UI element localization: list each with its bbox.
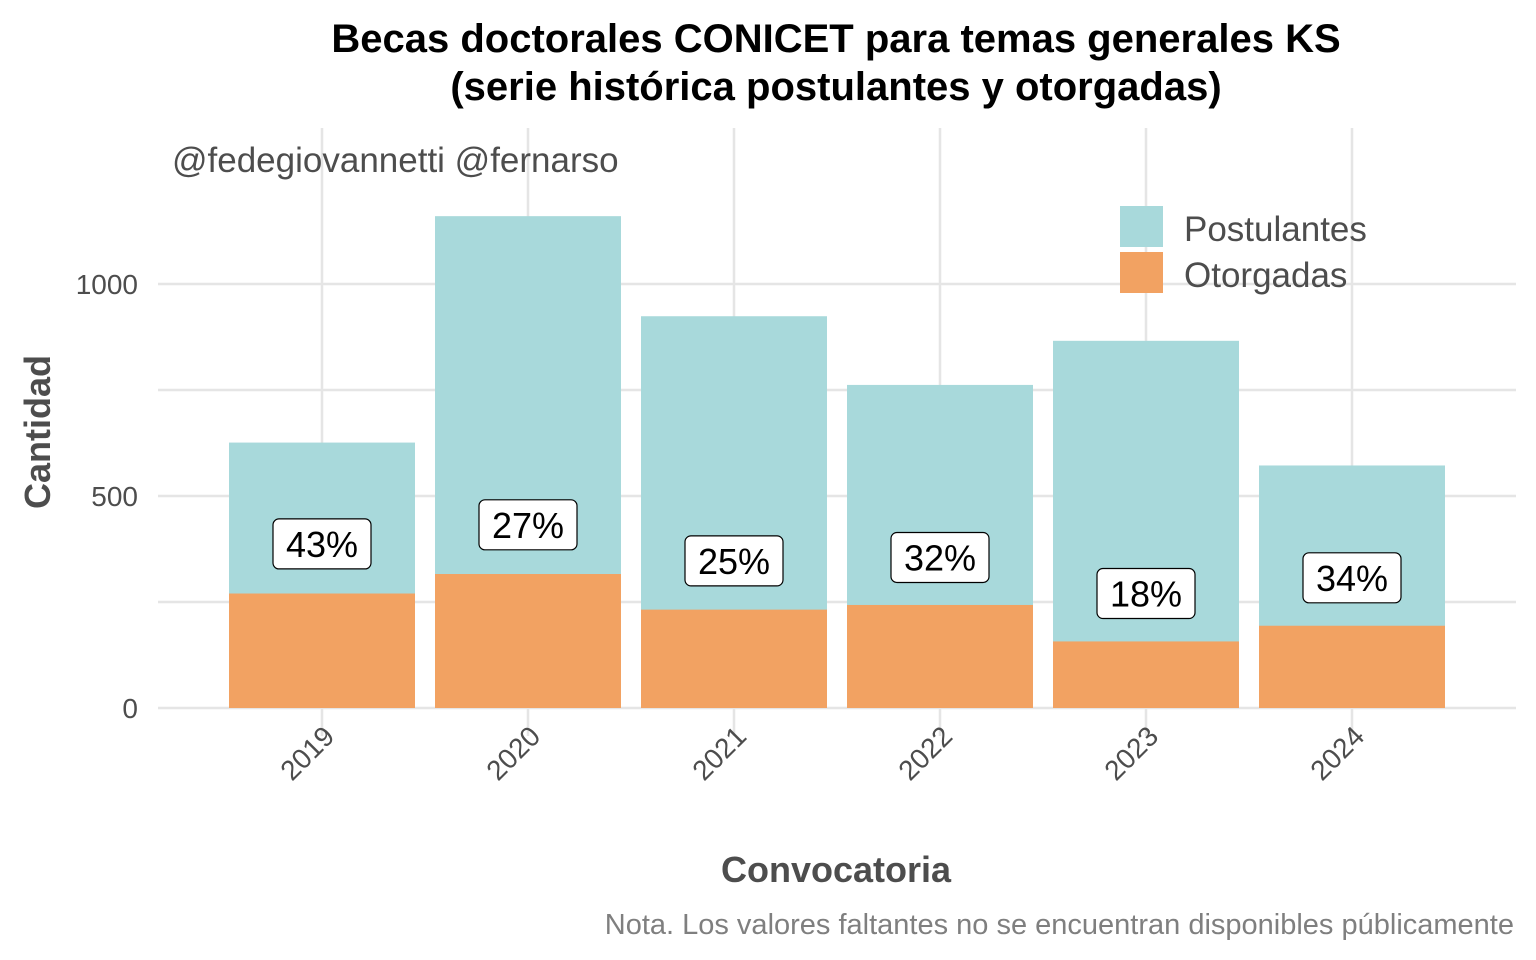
pct-label-2022: 32% (890, 531, 990, 584)
bar-otorgadas-2019 (229, 593, 415, 708)
x-tick-label-2020: 2020 (480, 720, 546, 786)
x-tick-label-2021: 2021 (686, 720, 752, 786)
pct-label-2021: 25% (684, 535, 784, 587)
legend-label-postulantes: Postulantes (1184, 210, 1367, 249)
pct-label-2024: 34% (1302, 552, 1402, 604)
y-tick-label: 500 (91, 481, 138, 512)
credit-text: @fedegiovannetti @fernarso (172, 141, 619, 180)
y-tick-label: 1000 (76, 269, 138, 300)
bar-otorgadas-2020 (435, 574, 621, 708)
pct-label-text: 43% (286, 524, 358, 565)
pct-label-text: 25% (698, 541, 770, 582)
x-tick-label-2019: 2019 (274, 720, 340, 786)
pct-label-text: 18% (1110, 574, 1182, 615)
pct-label-2019: 43% (272, 518, 372, 570)
legend-label-otorgadas: Otorgadas (1184, 256, 1347, 295)
x-axis-title: Convocatoria (721, 849, 952, 890)
caption-note: Nota. Los valores faltantes no se encuen… (605, 909, 1514, 941)
y-axis: 0 500 1000 (76, 269, 138, 724)
bar-otorgadas-2021 (641, 609, 827, 708)
pct-label-2023: 18% (1096, 567, 1196, 620)
pct-label-text: 27% (492, 505, 564, 546)
bar-otorgadas-2023 (1053, 641, 1239, 708)
x-tick-label-2022: 2022 (892, 720, 958, 786)
x-tick-label-2023: 2023 (1098, 720, 1164, 786)
y-axis-title: Cantidad (17, 355, 58, 509)
pct-label-text: 34% (1316, 558, 1388, 599)
pct-label-box (890, 531, 990, 584)
x-tick-label-2024: 2024 (1304, 720, 1370, 786)
x-axis: 2019 2020 2021 2022 2023 2024 (274, 720, 1370, 786)
pct-label-2020: 27% (478, 499, 578, 551)
legend-swatch-otorgadas (1120, 252, 1163, 293)
legend: Postulantes Otorgadas (1120, 206, 1367, 295)
y-tick-label: 0 (122, 693, 138, 724)
pct-label-box (1096, 567, 1196, 620)
chart-title-line2: (serie histórica postulantes y otorgadas… (450, 65, 1221, 109)
pct-label-text: 32% (904, 537, 976, 578)
pct-label-box (272, 518, 372, 570)
chart-title-line1: Becas doctorales CONICET para temas gene… (331, 17, 1340, 61)
pct-label-box (1302, 552, 1402, 604)
pct-label-box (478, 499, 578, 551)
bar-otorgadas-2022 (847, 604, 1033, 708)
legend-swatch-postulantes (1120, 206, 1163, 247)
bar-otorgadas-2024 (1259, 625, 1445, 708)
percentage-labels: 43% 27% 25% 32% 18% 34% (272, 499, 1402, 620)
pct-label-box (684, 535, 784, 587)
